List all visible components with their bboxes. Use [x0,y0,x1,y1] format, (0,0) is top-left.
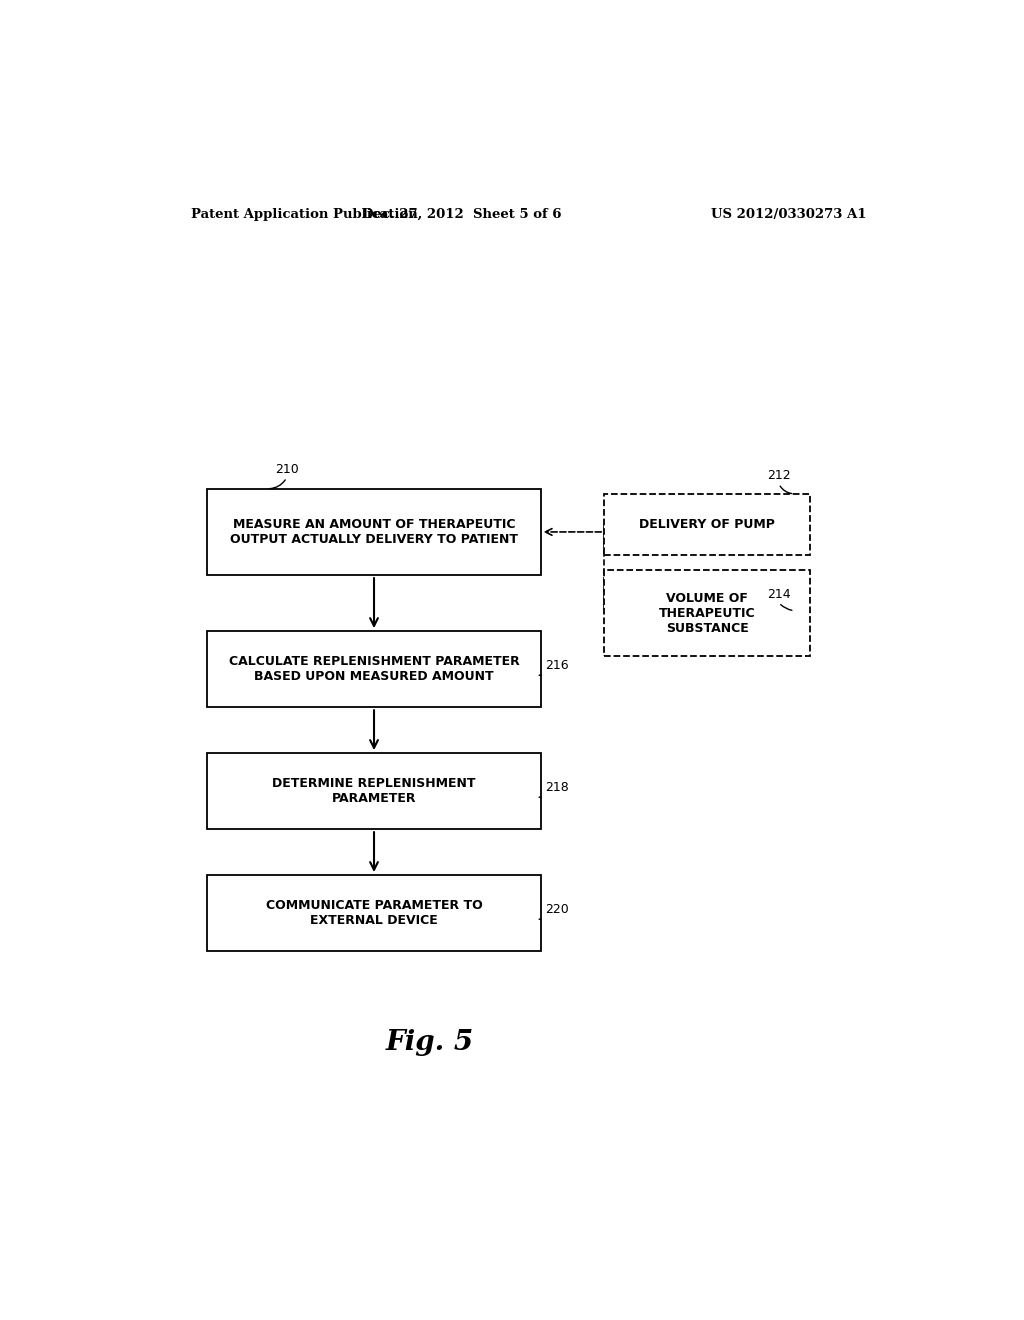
Text: MEASURE AN AMOUNT OF THERAPEUTIC
OUTPUT ACTUALLY DELIVERY TO PATIENT: MEASURE AN AMOUNT OF THERAPEUTIC OUTPUT … [230,517,518,546]
FancyBboxPatch shape [604,494,811,554]
FancyBboxPatch shape [207,752,541,829]
Text: Patent Application Publication: Patent Application Publication [191,207,418,220]
Text: US 2012/0330273 A1: US 2012/0330273 A1 [711,207,866,220]
Text: 216: 216 [545,659,568,672]
Text: VOLUME OF
THERAPEUTIC
SUBSTANCE: VOLUME OF THERAPEUTIC SUBSTANCE [659,591,756,635]
Text: Dec. 27, 2012  Sheet 5 of 6: Dec. 27, 2012 Sheet 5 of 6 [361,207,561,220]
Text: DETERMINE REPLENISHMENT
PARAMETER: DETERMINE REPLENISHMENT PARAMETER [272,777,476,805]
Text: Fig. 5: Fig. 5 [385,1030,474,1056]
Text: COMMUNICATE PARAMETER TO
EXTERNAL DEVICE: COMMUNICATE PARAMETER TO EXTERNAL DEVICE [265,899,482,927]
Text: 218: 218 [545,780,568,793]
Text: 214: 214 [767,587,791,601]
Text: CALCULATE REPLENISHMENT PARAMETER
BASED UPON MEASURED AMOUNT: CALCULATE REPLENISHMENT PARAMETER BASED … [228,655,519,684]
FancyBboxPatch shape [604,570,811,656]
FancyBboxPatch shape [207,631,541,708]
Text: DELIVERY OF PUMP: DELIVERY OF PUMP [639,517,775,531]
FancyBboxPatch shape [207,875,541,952]
Text: 220: 220 [545,903,568,916]
FancyBboxPatch shape [207,488,541,576]
Text: 212: 212 [767,469,791,482]
Text: 210: 210 [274,462,299,475]
